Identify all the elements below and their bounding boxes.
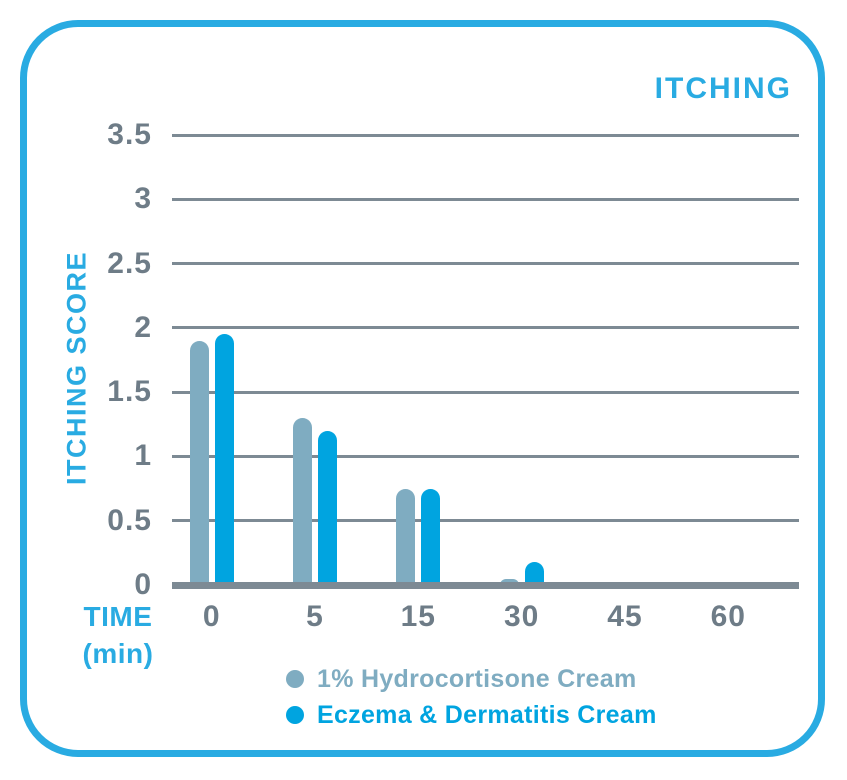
bar-group bbox=[573, 112, 676, 585]
legend-dot-icon bbox=[286, 670, 304, 688]
gridline bbox=[172, 454, 799, 458]
bar-group bbox=[263, 112, 366, 585]
legend-label: 1% Hydrocortisone Cream bbox=[317, 664, 637, 693]
bar bbox=[421, 489, 441, 585]
bar bbox=[292, 418, 312, 585]
x-tick-label: 0 bbox=[202, 600, 221, 633]
legend-dot-icon bbox=[286, 706, 304, 724]
legend-label: Eczema & Dermatitis Cream bbox=[317, 700, 657, 729]
y-tick-label: 0.5 bbox=[107, 503, 152, 537]
bar bbox=[189, 341, 209, 585]
legend: 1% Hydrocortisone Cream Eczema & Dermatit… bbox=[286, 661, 657, 733]
x-tick-label: 60 bbox=[710, 600, 746, 633]
y-tick-label: 3.5 bbox=[107, 118, 152, 151]
bars-layer bbox=[160, 112, 780, 585]
y-tick-label: 3 bbox=[134, 182, 152, 216]
y-tick-label: 2 bbox=[134, 310, 152, 344]
gridline bbox=[172, 262, 799, 266]
gridline bbox=[172, 197, 799, 201]
chart-title: ITCHING bbox=[654, 72, 792, 105]
y-axis-tick-labels: 3.5 3 2.5 2 1.5 1 0.5 0 bbox=[0, 112, 152, 601]
bar bbox=[396, 489, 416, 585]
x-axis-title-line2: (min) bbox=[82, 637, 154, 669]
chart-border-frame bbox=[20, 20, 825, 757]
bar-group bbox=[470, 112, 573, 585]
gridline bbox=[172, 326, 799, 330]
y-tick-label: 1.5 bbox=[107, 375, 152, 409]
x-tick-label: 15 bbox=[400, 600, 436, 633]
x-axis-title-line1: TIME bbox=[83, 601, 153, 632]
gridline bbox=[172, 133, 799, 137]
x-axis-line bbox=[172, 582, 799, 589]
x-tick-label: 5 bbox=[306, 600, 324, 633]
bar-group bbox=[367, 112, 470, 585]
x-axis-tick-labels: 0 5 15 30 45 60 bbox=[160, 600, 780, 634]
gridline bbox=[172, 519, 799, 523]
bar bbox=[524, 562, 544, 585]
bar bbox=[214, 334, 234, 585]
y-tick-label: 1 bbox=[134, 439, 152, 473]
bar-group bbox=[160, 112, 263, 585]
y-tick-label: 2.5 bbox=[107, 246, 152, 280]
x-tick-label: 30 bbox=[503, 600, 540, 633]
x-tick-label: 45 bbox=[607, 600, 643, 633]
legend-item: 1% Hydrocortisone Cream bbox=[286, 661, 657, 697]
gridline bbox=[172, 390, 799, 394]
plot-area bbox=[172, 112, 799, 585]
legend-item: Eczema & Dermatitis Cream bbox=[286, 697, 657, 733]
y-tick-label: 0 bbox=[134, 568, 152, 601]
bar-group bbox=[677, 112, 780, 585]
x-axis-title: TIME (min) bbox=[66, 599, 170, 673]
bar bbox=[317, 431, 337, 585]
